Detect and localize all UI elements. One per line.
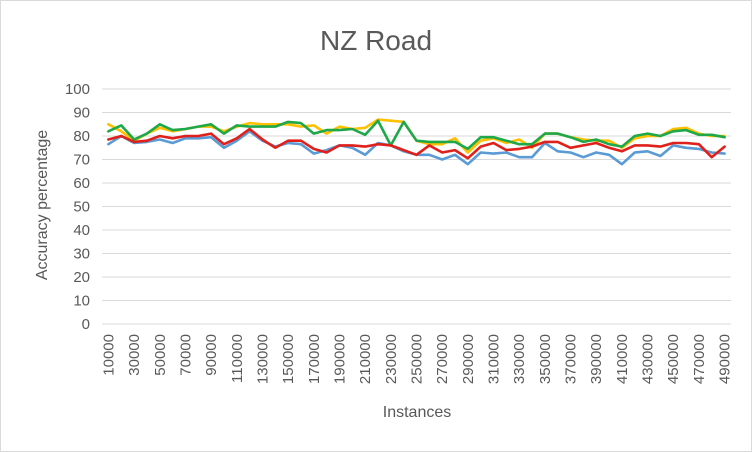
x-tick-label: 70000 — [177, 334, 194, 376]
y-tick-label: 20 — [73, 269, 90, 286]
x-tick-label: 470000 — [691, 334, 708, 384]
x-tick-label: 290000 — [460, 334, 477, 384]
x-tick-label: 430000 — [640, 334, 657, 384]
x-tick-label: 90000 — [203, 334, 220, 376]
x-tick-label: 10000 — [100, 334, 117, 376]
chart-title: NZ Road — [320, 25, 432, 56]
y-axis-title: Accuracy percentage — [34, 130, 51, 280]
y-tick-label: 50 — [73, 199, 90, 216]
x-tick-label: 390000 — [588, 334, 605, 384]
x-tick-label: 450000 — [665, 334, 682, 384]
x-axis-ticks: 10000 30000 50000 70000 90000 110000 130000 150… — [100, 334, 733, 384]
y-tick-label: 10 — [73, 293, 90, 310]
y-tick-label: 70 — [73, 152, 90, 169]
y-tick-label: 90 — [73, 105, 90, 122]
x-tick-label: 350000 — [537, 334, 554, 384]
x-tick-label: 230000 — [383, 334, 400, 384]
x-tick-label: 210000 — [357, 334, 374, 384]
x-tick-label: 330000 — [511, 334, 528, 384]
x-tick-label: 250000 — [409, 334, 426, 384]
x-tick-label: 310000 — [486, 334, 503, 384]
y-axis-ticks: 0 10 20 30 40 50 60 70 80 90 100 — [65, 81, 90, 333]
x-tick-label: 150000 — [280, 334, 297, 384]
y-tick-label: 30 — [73, 246, 90, 263]
series-line-3 — [107, 119, 726, 151]
x-tick-label: 490000 — [717, 334, 734, 384]
y-tick-label: 80 — [73, 128, 90, 145]
y-tick-label: 100 — [65, 81, 90, 98]
x-axis-title: Instances — [383, 404, 451, 421]
x-tick-label: 170000 — [306, 334, 323, 384]
series-line-4 — [107, 127, 726, 160]
y-tick-label: 60 — [73, 175, 90, 192]
x-tick-label: 370000 — [563, 334, 580, 384]
gridlines — [102, 88, 731, 325]
x-tick-label: 410000 — [614, 334, 631, 384]
y-tick-label: 40 — [73, 222, 90, 239]
x-tick-label: 30000 — [126, 334, 143, 376]
x-tick-label: 110000 — [229, 334, 246, 383]
series-lines — [107, 118, 726, 166]
x-tick-label: 130000 — [254, 334, 271, 384]
y-tick-label: 0 — [82, 316, 90, 333]
x-tick-label: 50000 — [152, 334, 169, 376]
x-tick-label: 270000 — [434, 334, 451, 384]
x-tick-label: 190000 — [331, 334, 348, 384]
